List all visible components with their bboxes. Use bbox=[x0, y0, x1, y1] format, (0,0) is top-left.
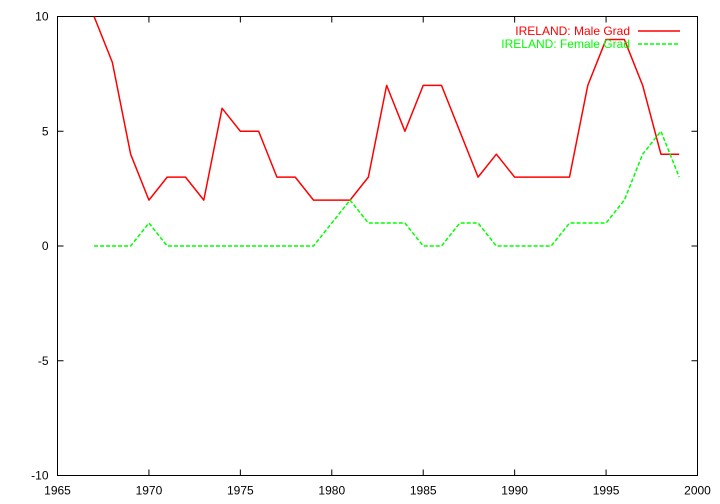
x-tick-label: 2000 bbox=[684, 484, 711, 498]
y-tick-label: 0 bbox=[42, 239, 49, 253]
x-tick-label: 1990 bbox=[501, 484, 528, 498]
x-tick-label: 1980 bbox=[318, 484, 345, 498]
female-grad-series-line bbox=[94, 130, 680, 247]
x-tick-label: 1995 bbox=[593, 484, 620, 498]
y-tick-label: 5 bbox=[42, 124, 49, 138]
axis-ticks bbox=[57, 16, 698, 476]
y-tick-label: -10 bbox=[31, 469, 49, 483]
tick-labels: 1965 1970 1975 1980 1985 1990 1995 2000 -10 -5 0 5 1… bbox=[31, 10, 711, 498]
y-tick-label: 10 bbox=[35, 10, 49, 24]
plot-frame bbox=[57, 16, 698, 476]
legend-label: IRELAND: Female Grad bbox=[501, 37, 630, 51]
y-tick-label: -5 bbox=[38, 354, 49, 368]
legend-label: IRELAND: Male Grad bbox=[515, 24, 630, 38]
series-lines bbox=[93, 16, 680, 247]
x-tick-label: 1975 bbox=[227, 484, 254, 498]
x-tick-label: 1985 bbox=[410, 484, 437, 498]
x-tick-label: 1965 bbox=[44, 484, 71, 498]
x-tick-label: 1970 bbox=[136, 484, 163, 498]
male-grad-series-line bbox=[93, 16, 680, 201]
